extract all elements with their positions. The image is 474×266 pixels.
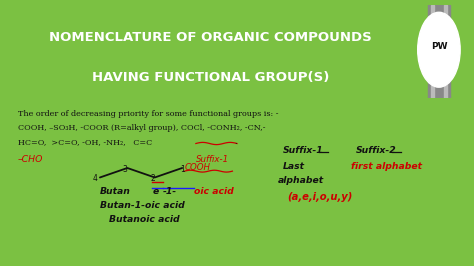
Text: Last: Last: [283, 162, 305, 171]
Text: Butanoic acid: Butanoic acid: [109, 215, 180, 225]
Text: NOMENCLATURE OF ORGANIC COMPOUNDS: NOMENCLATURE OF ORGANIC COMPOUNDS: [49, 31, 372, 44]
Text: The order of decreasing priority for some functional groups is: -: The order of decreasing priority for som…: [18, 110, 278, 118]
Text: PW: PW: [431, 42, 447, 51]
Text: first alphabet: first alphabet: [351, 162, 422, 171]
Bar: [444, 5, 447, 98]
Text: HAVING FUNCTIONAL GROUP(S): HAVING FUNCTIONAL GROUP(S): [92, 71, 329, 84]
Text: 1: 1: [180, 165, 185, 174]
Text: e: e: [153, 187, 159, 196]
Text: alphabet: alphabet: [278, 176, 324, 185]
Text: (a,e,i,o,u,y): (a,e,i,o,u,y): [287, 192, 353, 202]
Text: Suffix-1: Suffix-1: [196, 155, 229, 164]
Text: HC=O,  >C=O, -OH, -NH₂,   C=C: HC=O, >C=O, -OH, -NH₂, C=C: [18, 138, 152, 146]
Text: Butan-1-oic acid: Butan-1-oic acid: [100, 201, 185, 210]
Text: Butan: Butan: [100, 187, 131, 196]
Text: Suffix-1: Suffix-1: [283, 146, 323, 155]
Circle shape: [418, 12, 460, 87]
Text: COOH, –SO₃H, -COOR (R=alkyl group), COCl, -CONH₂, -CN,-: COOH, –SO₃H, -COOR (R=alkyl group), COCl…: [18, 124, 265, 132]
Bar: [428, 5, 449, 98]
Text: Suffix-2: Suffix-2: [356, 146, 396, 155]
Text: oic acid: oic acid: [193, 187, 233, 196]
Text: -1-: -1-: [163, 187, 177, 196]
Text: 4: 4: [93, 174, 98, 183]
Text: COOH: COOH: [184, 163, 210, 172]
Bar: [431, 5, 434, 98]
Text: .: .: [235, 138, 237, 146]
Text: 3: 3: [123, 165, 128, 174]
Text: 2: 2: [150, 174, 155, 183]
Text: –CHO: –CHO: [18, 155, 43, 164]
